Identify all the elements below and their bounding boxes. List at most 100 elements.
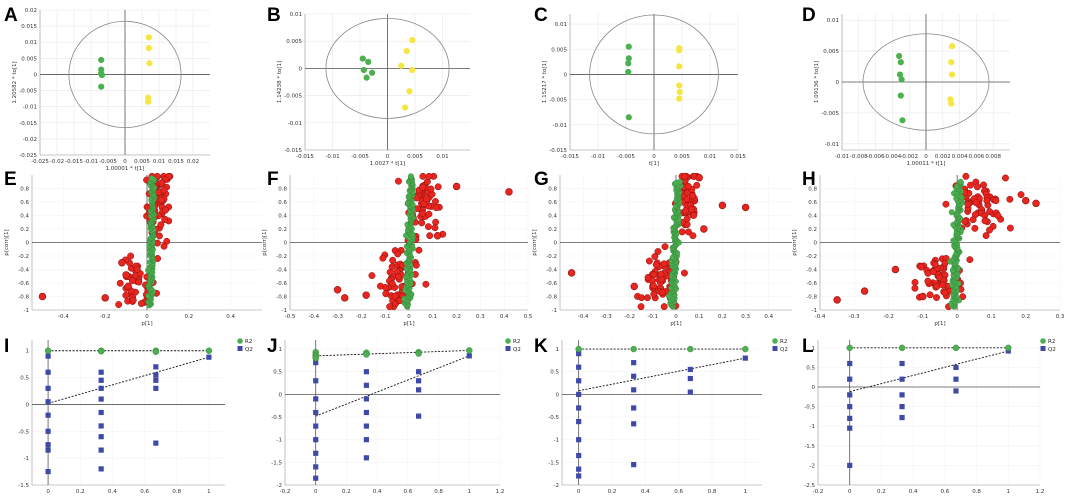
q2-point (631, 360, 637, 366)
realgar-point (403, 47, 410, 55)
x-axis-label: p[1] (670, 321, 681, 327)
q2-point (313, 378, 319, 384)
q2-point (98, 434, 104, 440)
significant-point (638, 294, 645, 302)
y-tick-label: 0.4 (808, 214, 817, 220)
significant-point (160, 242, 168, 250)
y-tick-label: -0.4 (18, 268, 29, 274)
significant-point (680, 269, 688, 277)
q2-point (576, 452, 582, 459)
y-tick-label: -0.01 (553, 123, 567, 129)
significant-point (116, 279, 124, 287)
y-tick-label: 0.005 (823, 49, 839, 55)
r2-point (575, 345, 582, 353)
panel-f: F -0.5 -0.4 -0.3 -0.2 -0.1 0 0.1 0.2 0.3 0.4 0.5 -1 -… (262, 169, 533, 327)
significant-point (419, 183, 427, 191)
y-tick-label: 0 (284, 241, 288, 247)
legend-label: R2 (513, 339, 520, 345)
control-point (625, 55, 632, 62)
control-point (899, 117, 906, 124)
nonsignificant-point (407, 173, 414, 180)
significant-point (658, 289, 666, 296)
y-tick-label: -0.01 (23, 105, 37, 111)
x-tick-label: 0.008 (985, 154, 1001, 160)
significant-point (162, 206, 169, 214)
significant-point (933, 282, 941, 290)
significant-point (432, 198, 439, 205)
significant-point (422, 280, 430, 288)
y-tick-label: -2.5 (804, 483, 815, 489)
y-tick-label: 0.5 (806, 365, 815, 371)
y-tick-label: 0.4 (278, 214, 287, 220)
x-tick-label: 0.005 (674, 154, 690, 160)
q2-point (416, 387, 422, 393)
hotelling-ellipse (68, 20, 182, 129)
legend-r2-marker (1040, 338, 1046, 344)
y-tick-label: 0.01 (555, 22, 567, 28)
realgar-point (145, 98, 152, 105)
significant-point (657, 270, 665, 278)
y-tick-label: 1 (279, 347, 283, 353)
x-tick-label: -0.4 (308, 314, 319, 320)
x-tick-label: -0.02 (50, 159, 64, 165)
x-tick-label: 0.6 (140, 489, 149, 495)
realgar-point (406, 88, 413, 95)
y-tick-label: -2 (554, 483, 559, 489)
control-point (625, 68, 632, 76)
y-tick-label: 0.6 (548, 200, 557, 206)
significant-point (1017, 191, 1025, 199)
x-tick-label: -0.3 (849, 314, 860, 320)
significant-point (650, 290, 658, 298)
significant-point (891, 265, 900, 274)
x-tick-label: 0.4 (500, 314, 509, 320)
x-tick-label: -0.025 (31, 159, 49, 165)
significant-point (690, 211, 698, 219)
realgar-point (398, 62, 405, 69)
realgar-point (676, 47, 683, 54)
nonsignificant-point (948, 209, 955, 216)
q2-point (313, 475, 319, 481)
legend-r2-marker (772, 338, 778, 344)
x-tick-label: 0.8 (708, 489, 717, 495)
q2-point (576, 350, 582, 357)
q2-point (631, 373, 637, 379)
significant-point (687, 205, 695, 213)
significant-point (1002, 174, 1009, 182)
hotelling-ellipse (862, 33, 990, 131)
q2-point (576, 473, 582, 479)
significant-point (980, 181, 987, 189)
significant-point (386, 268, 394, 276)
y-tick-label: 0 (279, 392, 283, 398)
significant-point (433, 232, 442, 240)
r2-point (742, 345, 749, 353)
x-tick-label: -0.4 (58, 314, 69, 320)
significant-point (122, 271, 130, 279)
x-tick-label: 0.4 (373, 489, 382, 495)
control-point (625, 43, 632, 50)
y-tick-label: 0.02 (25, 8, 37, 14)
x-tick-label: -0.2 (883, 314, 894, 320)
q2-point (363, 396, 369, 402)
significant-point (983, 197, 991, 205)
y-tick-label: 1 (812, 346, 816, 352)
significant-point (157, 179, 166, 187)
x-tick-label: 0.5 (524, 314, 533, 320)
significant-point (122, 291, 130, 299)
significant-point (1032, 199, 1040, 208)
legend-q2-marker (237, 346, 243, 351)
r2-point (466, 347, 473, 354)
y-tick-label: 0.2 (548, 227, 557, 233)
significant-point (1006, 195, 1014, 203)
q2-point (953, 388, 959, 394)
q2-point (847, 360, 853, 367)
significant-point (969, 216, 977, 224)
significant-point (101, 294, 109, 302)
panel-b: B -0.015 -0.01 -0.005 0 0.005 0.01 -0.015 -0.01 -… (267, 5, 470, 167)
control-point (625, 114, 632, 121)
x-tick-label: 0.8 (172, 489, 181, 495)
y-tick-label: 0.005 (551, 47, 567, 53)
y-tick-label: 0.5 (273, 370, 282, 376)
significant-point (427, 185, 435, 193)
significant-point (941, 289, 949, 297)
y-tick-label: -0.8 (276, 295, 287, 301)
